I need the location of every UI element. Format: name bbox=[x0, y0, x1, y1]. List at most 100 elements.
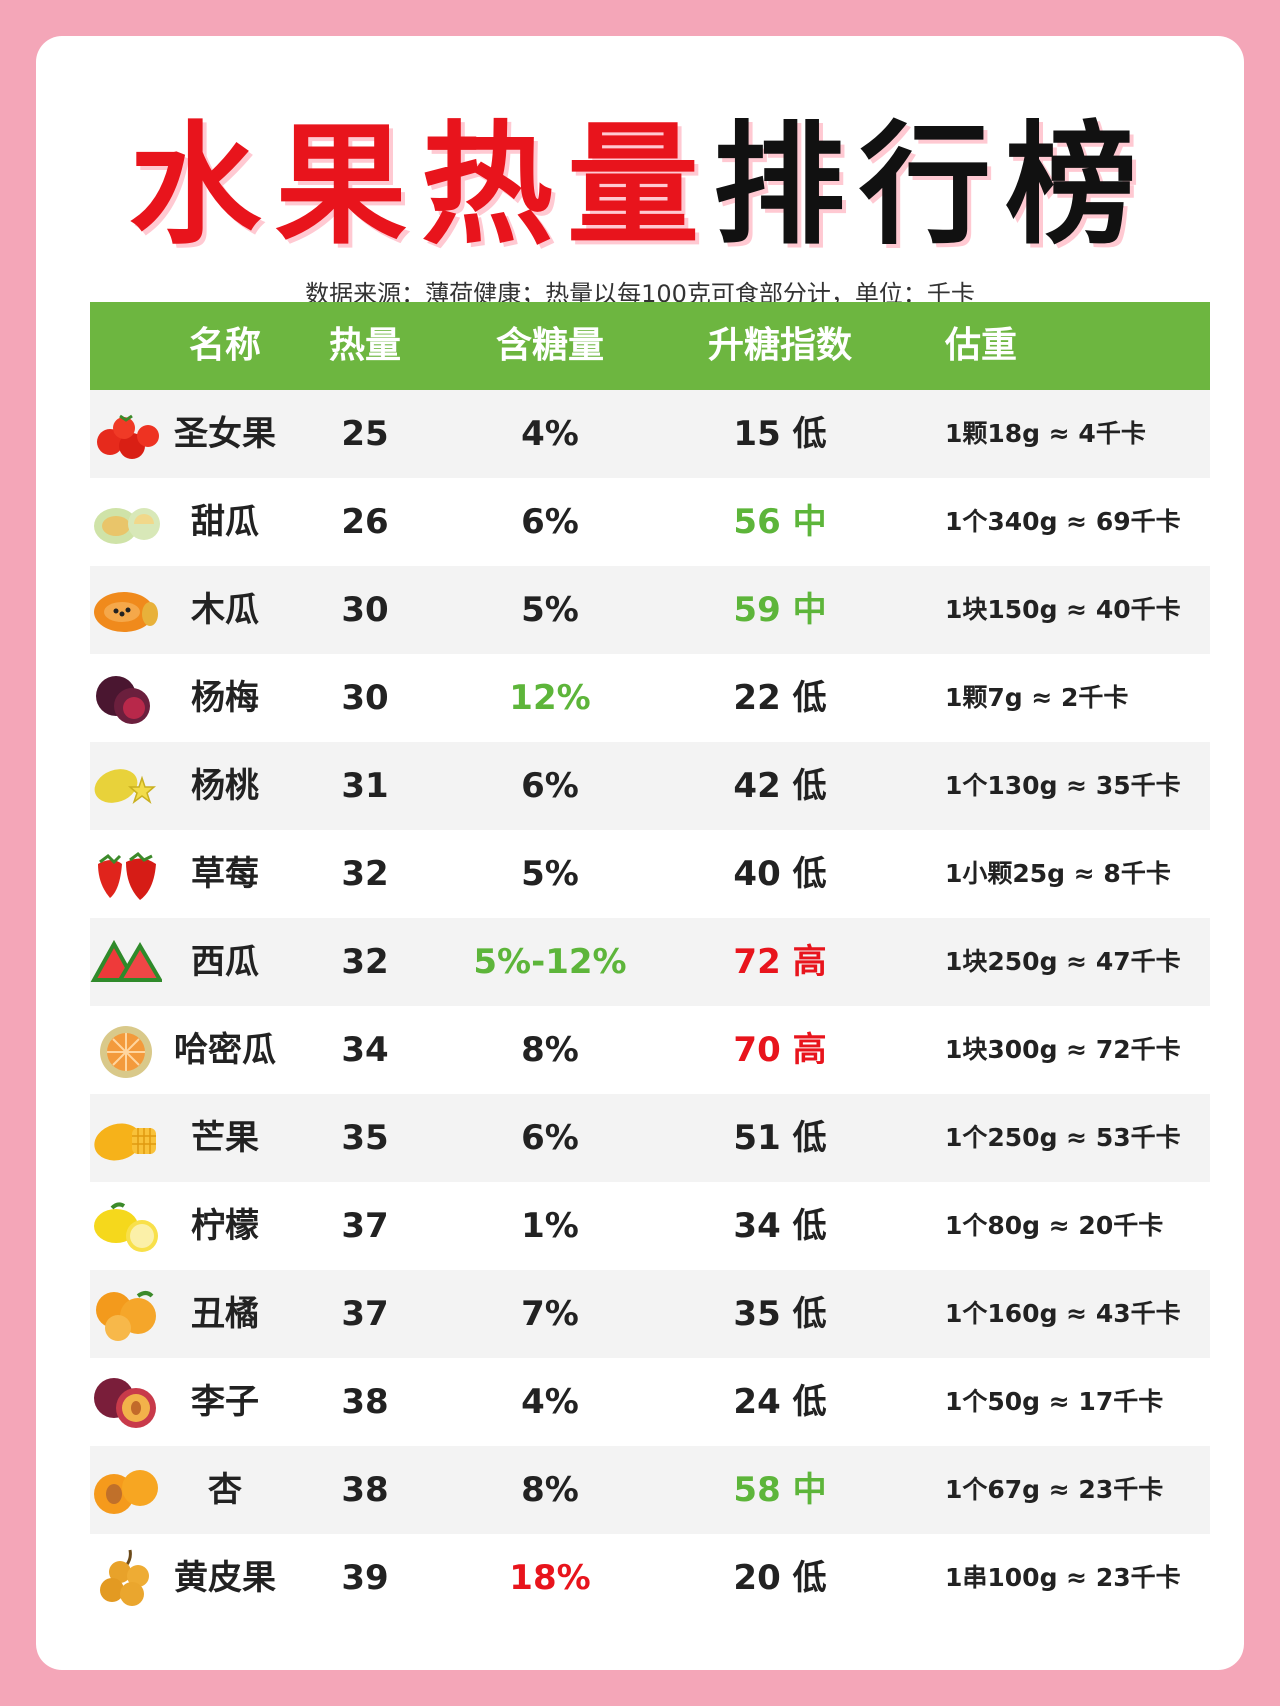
gi-value: 20 低 bbox=[733, 1558, 827, 1598]
fruit-name: 杏 bbox=[208, 1470, 242, 1510]
weight-estimate: 1个250g ≈ 53千卡 bbox=[945, 1123, 1181, 1152]
fruit-name: 木瓜 bbox=[191, 590, 259, 630]
gi-value: 56 中 bbox=[733, 502, 827, 542]
table-row: 柠檬 37 1% 34 低 1个80g ≈ 20千卡 bbox=[90, 1182, 1210, 1270]
column-header-name: 名称 bbox=[188, 325, 261, 366]
table-row: 杨桃 31 6% 42 低 1个130g ≈ 35千卡 bbox=[90, 742, 1210, 830]
page-title: 水果热量排行榜 bbox=[36, 106, 1244, 266]
fruit-name: 杨桃 bbox=[191, 766, 259, 806]
calories-value: 26 bbox=[341, 502, 389, 542]
calories-value: 30 bbox=[341, 678, 389, 718]
sugar-value: 6% bbox=[521, 766, 579, 806]
calories-value: 37 bbox=[341, 1206, 389, 1246]
fruit-name: 黄皮果 bbox=[174, 1558, 276, 1598]
gi-value: 72 高 bbox=[733, 942, 827, 982]
title-black-part: 排行榜 bbox=[713, 109, 1151, 263]
weight-estimate: 1块150g ≈ 40千卡 bbox=[945, 595, 1181, 624]
melon-icon bbox=[94, 508, 160, 544]
table-row: 李子 38 4% 24 低 1个50g ≈ 17千卡 bbox=[90, 1358, 1210, 1446]
calories-value: 35 bbox=[341, 1118, 389, 1158]
column-header-sugar: 含糖量 bbox=[495, 325, 604, 366]
weight-estimate: 1个67g ≈ 23千卡 bbox=[945, 1475, 1164, 1504]
watermelon-icon bbox=[90, 939, 162, 982]
fruit-name: 李子 bbox=[191, 1382, 259, 1422]
fruit-name: 圣女果 bbox=[174, 414, 276, 454]
weight-estimate: 1块300g ≈ 72千卡 bbox=[945, 1035, 1181, 1064]
calories-value: 25 bbox=[341, 414, 389, 454]
table-row: 芒果 35 6% 51 低 1个250g ≈ 53千卡 bbox=[90, 1094, 1210, 1182]
sugar-value: 7% bbox=[521, 1294, 579, 1334]
table-row: 草莓 32 5% 40 低 1小颗25g ≈ 8千卡 bbox=[90, 830, 1210, 918]
weight-estimate: 1块250g ≈ 47千卡 bbox=[945, 947, 1181, 976]
fruit-name: 丑橘 bbox=[191, 1294, 259, 1334]
table-row: 杨梅 30 12% 22 低 1颗7g ≈ 2千卡 bbox=[90, 654, 1210, 742]
table-row: 甜瓜 26 6% 56 中 1个340g ≈ 69千卡 bbox=[90, 478, 1210, 566]
gi-value: 51 低 bbox=[733, 1118, 827, 1158]
table-row: 圣女果 25 4% 15 低 1颗18g ≈ 4千卡 bbox=[90, 390, 1210, 478]
starfruit-icon bbox=[94, 769, 157, 805]
sugar-value: 5% bbox=[521, 590, 579, 630]
plum-icon bbox=[94, 1378, 156, 1428]
calories-value: 32 bbox=[341, 942, 389, 982]
sugar-value: 18% bbox=[509, 1558, 591, 1598]
bayberry-icon bbox=[96, 676, 150, 724]
mango-icon bbox=[94, 1123, 156, 1161]
lemon-icon bbox=[94, 1202, 158, 1252]
sugar-value: 8% bbox=[521, 1470, 579, 1510]
apricot-icon bbox=[94, 1470, 158, 1514]
gi-value: 42 低 bbox=[733, 766, 827, 806]
weight-estimate: 1个50g ≈ 17千卡 bbox=[945, 1387, 1164, 1416]
gi-value: 70 高 bbox=[733, 1030, 827, 1070]
papaya-icon bbox=[94, 592, 158, 632]
wampee-icon bbox=[100, 1549, 149, 1606]
hami-melon-icon bbox=[100, 1026, 152, 1078]
gi-value: 22 低 bbox=[733, 678, 827, 718]
table-row: 西瓜 32 5%-12% 72 高 1块250g ≈ 47千卡 bbox=[90, 918, 1210, 1006]
calories-value: 31 bbox=[341, 766, 389, 806]
fruit-name: 芒果 bbox=[191, 1118, 259, 1158]
calories-value: 38 bbox=[341, 1470, 389, 1510]
table-header: 名称 热量 含糖量 升糖指数 估重 bbox=[90, 302, 1210, 390]
weight-estimate: 1个80g ≈ 20千卡 bbox=[945, 1211, 1164, 1240]
table-row: 杏 38 8% 58 中 1个67g ≈ 23千卡 bbox=[90, 1446, 1210, 1534]
sugar-value: 5% bbox=[521, 854, 579, 894]
sugar-value: 4% bbox=[521, 1382, 579, 1422]
sugar-value: 4% bbox=[521, 414, 579, 454]
gi-value: 58 中 bbox=[733, 1470, 827, 1510]
sugar-value: 6% bbox=[521, 1118, 579, 1158]
title-red-part: 水果热量 bbox=[129, 109, 713, 263]
calorie-table: 名称 热量 含糖量 升糖指数 估重 圣女果 25 4% 15 低 1颗18g ≈… bbox=[90, 302, 1210, 1622]
calories-value: 37 bbox=[341, 1294, 389, 1334]
weight-estimate: 1个340g ≈ 69千卡 bbox=[945, 507, 1181, 536]
fruit-name: 杨梅 bbox=[191, 678, 259, 718]
fruit-name: 西瓜 bbox=[191, 942, 259, 982]
gi-value: 24 低 bbox=[733, 1382, 827, 1422]
strawberry-icon bbox=[98, 852, 156, 900]
cherry-tomato-icon bbox=[97, 414, 159, 459]
column-header-weight: 估重 bbox=[945, 325, 1018, 366]
calories-value: 30 bbox=[341, 590, 389, 630]
weight-estimate: 1小颗25g ≈ 8千卡 bbox=[945, 859, 1171, 888]
sugar-value: 8% bbox=[521, 1030, 579, 1070]
calories-value: 34 bbox=[341, 1030, 389, 1070]
weight-estimate: 1串100g ≈ 23千卡 bbox=[945, 1563, 1181, 1592]
gi-value: 35 低 bbox=[733, 1294, 827, 1334]
calories-value: 39 bbox=[341, 1558, 389, 1598]
weight-estimate: 1个130g ≈ 35千卡 bbox=[945, 771, 1181, 800]
gi-value: 34 低 bbox=[733, 1206, 827, 1246]
table-row: 黄皮果 39 18% 20 低 1串100g ≈ 23千卡 bbox=[90, 1534, 1210, 1622]
sugar-value: 1% bbox=[521, 1206, 579, 1246]
ranking-card: 水果热量排行榜 数据来源：薄荷健康；热量以每100克可食部分计，单位：千卡 名称… bbox=[36, 36, 1244, 1670]
weight-estimate: 1颗7g ≈ 2千卡 bbox=[945, 683, 1129, 712]
sugar-value: 12% bbox=[509, 678, 591, 718]
weight-estimate: 1个160g ≈ 43千卡 bbox=[945, 1299, 1181, 1328]
weight-estimate: 1颗18g ≈ 4千卡 bbox=[945, 419, 1146, 448]
sugar-value: 5%-12% bbox=[473, 942, 627, 982]
table-row: 哈密瓜 34 8% 70 高 1块300g ≈ 72千卡 bbox=[90, 1006, 1210, 1094]
ugly-orange-icon bbox=[96, 1291, 156, 1341]
table-row: 丑橘 37 7% 35 低 1个160g ≈ 43千卡 bbox=[90, 1270, 1210, 1358]
gi-value: 40 低 bbox=[733, 854, 827, 894]
gi-value: 15 低 bbox=[733, 414, 827, 454]
sugar-value: 6% bbox=[521, 502, 579, 542]
fruit-name: 甜瓜 bbox=[191, 502, 259, 542]
